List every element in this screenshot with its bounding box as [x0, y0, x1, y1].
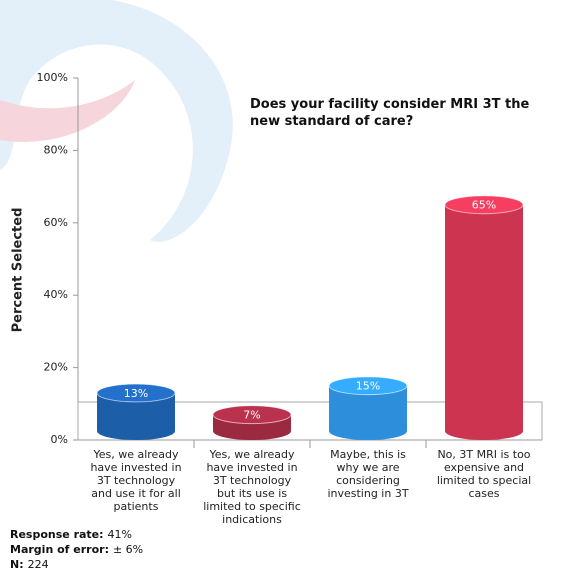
bar	[445, 204, 523, 440]
bar-top	[96, 383, 176, 403]
footnote: N: 224	[10, 558, 49, 571]
bar-top	[444, 195, 524, 215]
footnote-label: Response rate:	[10, 528, 104, 541]
footnote: Response rate: 41%	[10, 528, 132, 541]
footnote-value: 224	[27, 558, 49, 571]
y-tick-label: 100%	[37, 71, 68, 84]
footnote: Margin of error: ± 6%	[10, 543, 143, 556]
bar-top	[212, 405, 292, 425]
background-logo	[0, 80, 135, 142]
footnote-value: ± 6%	[112, 543, 144, 556]
chart-title: Does your facility consider MRI 3T the n…	[250, 97, 530, 129]
value-label: 15%	[356, 380, 380, 393]
bar	[329, 385, 407, 440]
y-tick-label: 80%	[44, 143, 68, 156]
footnote-label: N:	[10, 558, 24, 571]
x-tick-label: Yes, we already have invested in 3T tech…	[90, 448, 182, 513]
value-label: 65%	[472, 199, 496, 212]
x-tick-label: No, 3T MRI is too expensive and limited …	[436, 448, 532, 500]
bar	[97, 392, 175, 440]
x-tick-label: Yes, we already have invested in 3T tech…	[203, 448, 301, 526]
value-label: 7%	[243, 409, 260, 422]
y-axis-label: Percent Selected	[11, 208, 26, 333]
footnote-value: 41%	[107, 528, 132, 541]
value-label: 13%	[124, 387, 148, 400]
y-tick-label: 20%	[44, 361, 68, 374]
background-logo	[0, 0, 233, 242]
y-tick-label: 0%	[51, 433, 68, 446]
bar-top	[328, 376, 408, 396]
footnote-label: Margin of error:	[10, 543, 109, 556]
y-tick-label: 40%	[44, 288, 68, 301]
x-tick-label: Maybe, this is why we are considering in…	[327, 448, 409, 500]
y-tick-label: 60%	[44, 216, 68, 229]
